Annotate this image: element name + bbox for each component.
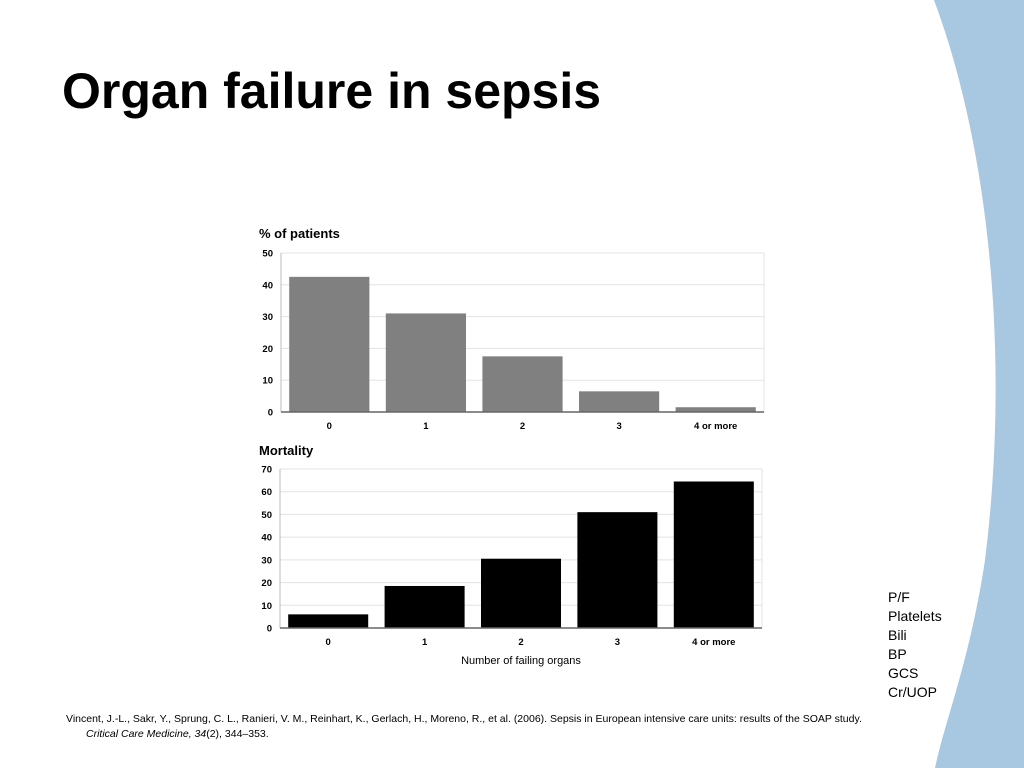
x-tick-label: 2 (520, 421, 525, 432)
y-tick-label: 0 (267, 624, 272, 635)
y-tick-label: 70 (261, 465, 272, 476)
bar-1 (385, 313, 466, 412)
citation: Vincent, J.-L., Sakr, Y., Sprung, C. L.,… (66, 712, 956, 742)
y-tick-label: 60 (261, 487, 272, 498)
bar-2 (480, 558, 562, 628)
y-tick-label: 50 (261, 510, 272, 521)
bar-3 (577, 512, 658, 628)
y-tick-label: 20 (261, 578, 272, 589)
bar-2 (482, 356, 563, 412)
x-tick-label: 4 or more (694, 421, 737, 432)
x-tick-label: 0 (327, 421, 332, 432)
organ-item-bp: BP (888, 646, 907, 662)
citation-journal-rest: (2), 344–353. (206, 728, 269, 740)
citation-journal-line: Critical Care Medicine, 34(2), 344–353. (66, 727, 956, 742)
bar-1 (384, 585, 465, 628)
slide-title: Organ failure in sepsis (62, 63, 602, 119)
x-tick-label: 3 (615, 637, 620, 648)
x-tick-label: 2 (518, 637, 523, 648)
citation-journal: Critical Care Medicine, 34 (86, 728, 207, 740)
y-tick-label: 20 (262, 344, 273, 355)
organ-item-platelets: Platelets (888, 608, 942, 624)
organ-item-gcs: GCS (888, 665, 919, 681)
citation-text: Vincent, J.-L., Sakr, Y., Sprung, C. L.,… (66, 713, 862, 725)
organ-item-pf: P/F (888, 589, 910, 605)
y-tick-label: 0 (268, 408, 273, 419)
bar-4-or-more (675, 407, 756, 412)
y-tick-label: 10 (262, 376, 273, 387)
bar-4-or-more (673, 481, 754, 628)
y-tick-label: 30 (262, 312, 273, 323)
chart-title: % of patients (259, 226, 340, 241)
organ-item-cr-uop: Cr/UOP (888, 684, 937, 700)
bar-0 (288, 614, 369, 628)
x-tick-label: 0 (326, 637, 331, 648)
organ-item-bili: Bili (888, 627, 907, 643)
bar-0 (289, 276, 370, 412)
organ-list: P/F Platelets Bili BP GCS Cr/UOP (888, 588, 942, 702)
y-tick-label: 10 (261, 601, 272, 612)
x-axis-label: Number of failing organs (461, 655, 581, 667)
x-tick-label: 1 (423, 421, 429, 432)
patients-percentage-chart: % of patients 0 10 20 30 40 50 0 1 2 3 4 or more (259, 226, 765, 432)
y-tick-label: 40 (261, 533, 272, 544)
x-tick-label: 4 or more (692, 637, 735, 648)
y-tick-label: 40 (262, 280, 273, 291)
mortality-chart: Mortality 0 10 20 30 40 50 60 70 0 1 2 3 4 or more Num… (259, 443, 763, 667)
bar-3 (579, 391, 660, 412)
y-tick-label: 30 (261, 555, 272, 566)
x-tick-label: 3 (616, 421, 621, 432)
x-tick-label: 1 (422, 637, 428, 648)
y-tick-label: 50 (262, 249, 273, 260)
chart-title: Mortality (259, 443, 314, 458)
